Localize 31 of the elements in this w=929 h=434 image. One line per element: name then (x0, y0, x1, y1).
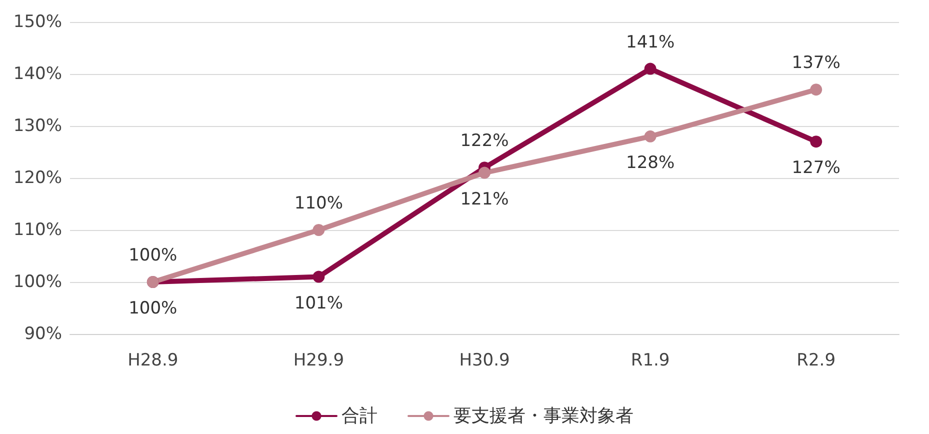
y-tick-label: 150% (13, 12, 62, 32)
data-label: 101% (294, 293, 344, 314)
y-tick-label: 120% (13, 168, 62, 188)
x-tick-label: R2.9 (796, 350, 836, 370)
y-tick-label: 100% (13, 272, 62, 292)
data-label: 122% (460, 131, 509, 152)
point (810, 136, 822, 148)
y-tick-label: 110% (13, 220, 62, 240)
data-label: 100% (128, 298, 178, 318)
point (644, 130, 656, 142)
point (312, 270, 325, 283)
x-tick-label: H29.9 (293, 350, 344, 370)
data-label: 100% (128, 246, 178, 266)
point (312, 224, 325, 236)
y-tick-label: 90% (24, 324, 62, 344)
point (644, 62, 656, 75)
x-tick-label: H30.9 (459, 350, 510, 370)
point (478, 166, 490, 179)
x-tick-label: R1.9 (630, 350, 670, 370)
legend-label: 合計 (342, 406, 378, 426)
legend-label: 要支援者・事業対象者 (454, 406, 634, 426)
data-label: 110% (294, 194, 344, 214)
y-tick-label: 130% (13, 116, 62, 136)
data-label: 128% (626, 152, 675, 173)
data-label: 127% (792, 158, 840, 178)
y-tick-label: 140% (13, 64, 62, 84)
data-label: 121% (460, 189, 509, 210)
data-label: 141% (626, 32, 675, 52)
data-label: 137% (792, 53, 840, 74)
point (810, 84, 822, 96)
x-tick-label: H28.9 (128, 350, 178, 370)
